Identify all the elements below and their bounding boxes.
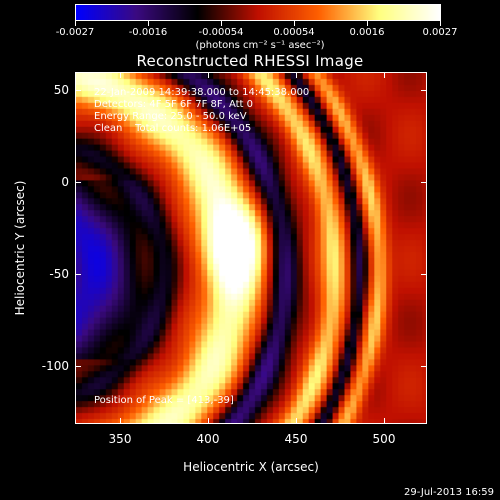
colorbar-tick-label: 0.0027 [422, 27, 458, 38]
colorbar-tick [221, 21, 222, 26]
colorbar-units: (photons cm⁻² s⁻¹ asec⁻²) [195, 40, 325, 51]
x-tick-label: 500 [372, 432, 396, 446]
x-tick [384, 418, 385, 424]
colorbar-tick [440, 21, 441, 26]
plot-title: Reconstructed RHESSI Image [136, 52, 364, 70]
x-tick [296, 418, 297, 424]
x-tick [208, 72, 209, 78]
y-tick-label: -100 [41, 359, 69, 373]
colorbar-tick-label: -0.00054 [198, 27, 244, 38]
colorbar [75, 4, 441, 21]
time-range-text: 22-Jan-2009 14:39:38.000 to 14:45:38.000 [94, 87, 310, 98]
rhessi-image [76, 73, 426, 423]
y-tick [421, 366, 427, 367]
y-axis-label: Heliocentric Y (arcsec) [13, 180, 27, 316]
colorbar-tick [367, 21, 368, 26]
footer-date: 29-Jul-2013 16:59 [403, 487, 494, 498]
x-tick-label: 400 [196, 432, 220, 446]
x-axis-label: Heliocentric X (arcsec) [183, 460, 319, 474]
colorbar-tick-label: 0.00054 [273, 27, 315, 38]
y-tick-label: 50 [53, 83, 69, 97]
colorbar-tick-label: -0.0027 [55, 27, 95, 38]
x-tick [120, 418, 121, 424]
y-tick [75, 182, 81, 183]
peak-position-text: Position of Peak = [413,-39] [94, 395, 234, 406]
x-tick [296, 72, 297, 78]
y-tick-label: 0 [61, 175, 69, 189]
y-tick [75, 274, 81, 275]
colorbar-tick [294, 21, 295, 26]
y-tick [421, 90, 427, 91]
detectors-text: Detectors: 4F 5F 6F 7F 8F, Att 0 [94, 99, 254, 110]
y-tick [75, 90, 81, 91]
energy-range-text: Energy Range: 25.0 - 50.0 keV [94, 111, 247, 122]
x-tick-label: 450 [284, 432, 308, 446]
colorbar-tick [148, 21, 149, 26]
y-tick-label: -50 [49, 267, 69, 281]
x-tick-label: 350 [108, 432, 132, 446]
colorbar-tick [75, 21, 76, 26]
x-tick [384, 72, 385, 78]
clean-counts-text: Clean Total counts: 1.06E+05 [94, 123, 252, 134]
image-plot: 22-Jan-2009 14:39:38.000 to 14:45:38.000… [75, 72, 427, 424]
colorbar-tick-label: -0.0016 [128, 27, 168, 38]
x-tick [120, 72, 121, 78]
colorbar-tick-label: 0.0016 [349, 27, 385, 38]
colorbar-gradient [76, 5, 440, 20]
x-tick [208, 418, 209, 424]
y-tick [421, 182, 427, 183]
y-tick [421, 274, 427, 275]
y-tick [75, 366, 81, 367]
